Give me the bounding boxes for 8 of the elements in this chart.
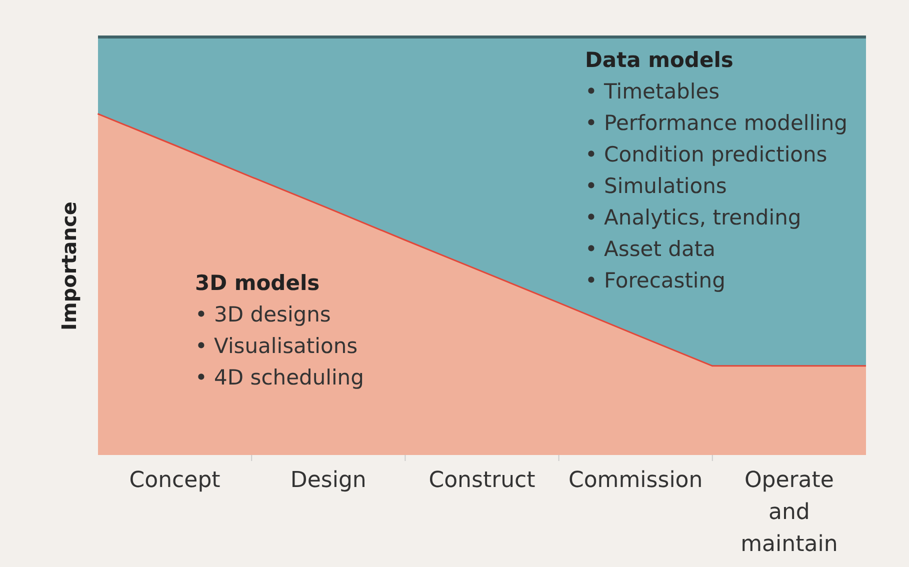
x-tick-label: Design	[290, 468, 366, 493]
annotation: 3D models • 3D designs • Visualisations • 4D scheduling	[195, 271, 364, 390]
y-axis-title: Importance	[57, 202, 81, 330]
x-tick-label: Commission	[568, 468, 703, 493]
x-tick-label: Construct	[428, 468, 536, 493]
annotation: Data models • Timetables • Performance modelling • Condition predictions • Simulations • Analytics, trending • Asset data • Forecasting	[585, 48, 848, 292]
x-tick-label: Concept	[129, 468, 221, 493]
x-tick-label: Operate and maintain	[740, 468, 838, 557]
